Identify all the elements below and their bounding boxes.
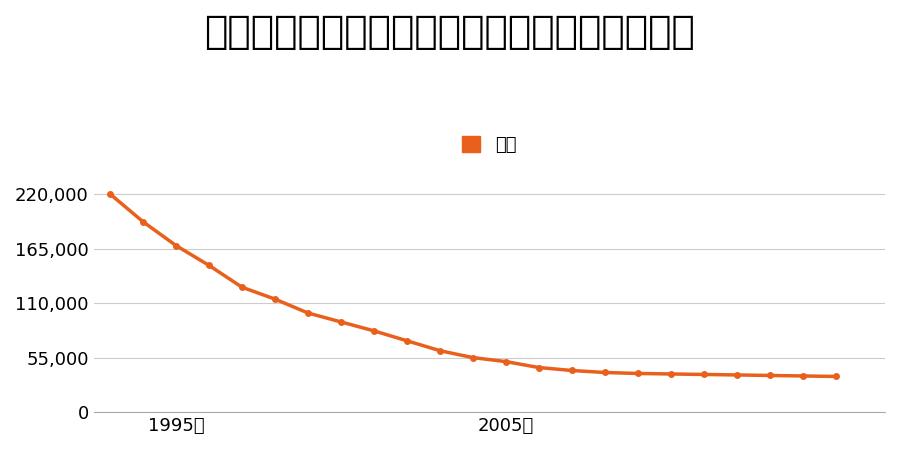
価格 (401, 338, 412, 343)
Text: 千葉県君津市外箕輪２丁目７番１４の地価推移: 千葉県君津市外箕輪２丁目７番１４の地価推移 (204, 14, 696, 51)
価格 (104, 191, 115, 197)
価格 (368, 328, 379, 333)
価格 (534, 365, 544, 370)
Line: 価格: 価格 (106, 190, 839, 380)
価格 (566, 368, 577, 373)
価格 (302, 310, 313, 316)
価格 (203, 263, 214, 268)
価格 (500, 359, 511, 364)
価格 (336, 319, 346, 324)
価格 (467, 355, 478, 360)
価格 (599, 370, 610, 375)
価格 (270, 297, 281, 302)
価格 (764, 373, 775, 378)
価格 (731, 372, 742, 378)
価格 (797, 373, 808, 378)
価格 (698, 372, 709, 377)
価格 (237, 284, 248, 290)
価格 (633, 371, 643, 376)
価格 (171, 243, 182, 248)
価格 (665, 371, 676, 377)
Legend: 価格: 価格 (455, 128, 524, 161)
価格 (138, 219, 148, 225)
価格 (830, 374, 841, 379)
価格 (435, 348, 446, 353)
